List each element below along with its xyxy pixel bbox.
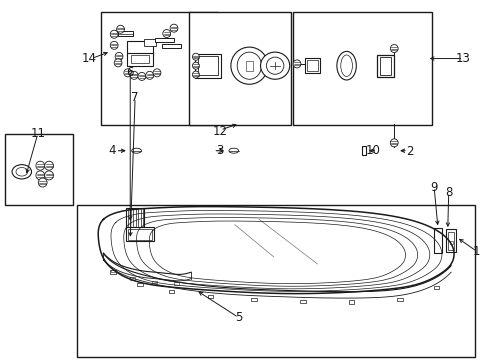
Bar: [152, 280, 157, 283]
Bar: [162, 44, 181, 48]
Bar: [433, 286, 439, 289]
Ellipse shape: [123, 69, 131, 77]
Ellipse shape: [153, 69, 161, 77]
Bar: [396, 298, 402, 301]
Bar: [143, 39, 156, 46]
Ellipse shape: [192, 53, 199, 60]
Bar: [361, 147, 365, 155]
Bar: [5, 134, 73, 205]
Ellipse shape: [115, 53, 122, 60]
Ellipse shape: [260, 52, 289, 79]
Ellipse shape: [266, 57, 284, 74]
Bar: [127, 53, 152, 66]
Bar: [194, 54, 221, 78]
Text: 3: 3: [216, 144, 224, 157]
Bar: [125, 208, 144, 227]
Ellipse shape: [16, 167, 28, 176]
Text: 4: 4: [108, 144, 116, 157]
Ellipse shape: [292, 60, 300, 68]
Ellipse shape: [114, 59, 122, 67]
Ellipse shape: [38, 178, 47, 187]
Bar: [306, 60, 317, 71]
Ellipse shape: [389, 45, 397, 53]
Ellipse shape: [230, 47, 267, 84]
Ellipse shape: [116, 25, 124, 33]
Text: 1: 1: [472, 245, 480, 258]
Bar: [111, 270, 116, 273]
Ellipse shape: [110, 41, 118, 49]
Ellipse shape: [44, 171, 53, 180]
Bar: [446, 229, 455, 252]
Text: 6: 6: [126, 66, 134, 79]
Ellipse shape: [228, 148, 238, 153]
Bar: [126, 41, 153, 55]
Bar: [125, 227, 154, 242]
Bar: [433, 228, 442, 253]
Ellipse shape: [192, 71, 199, 78]
Bar: [101, 12, 217, 125]
Bar: [245, 61, 252, 71]
Ellipse shape: [36, 161, 44, 170]
Bar: [174, 282, 179, 285]
Bar: [168, 290, 174, 293]
Text: 9: 9: [429, 181, 437, 194]
Text: 14: 14: [81, 52, 96, 65]
Bar: [376, 55, 393, 77]
Bar: [188, 12, 290, 125]
Ellipse shape: [163, 30, 170, 37]
Bar: [292, 12, 431, 125]
Bar: [110, 270, 116, 274]
Text: 5: 5: [235, 311, 242, 324]
Bar: [198, 57, 217, 75]
Ellipse shape: [170, 24, 178, 32]
Text: 12: 12: [212, 125, 227, 138]
Ellipse shape: [389, 139, 397, 147]
Ellipse shape: [192, 62, 199, 69]
Text: 13: 13: [455, 52, 470, 65]
Bar: [449, 241, 452, 244]
Bar: [304, 58, 320, 73]
Ellipse shape: [138, 72, 145, 80]
Bar: [118, 31, 132, 36]
Ellipse shape: [110, 30, 118, 38]
Bar: [379, 57, 390, 75]
Bar: [137, 283, 142, 286]
Ellipse shape: [44, 161, 53, 170]
Bar: [207, 295, 213, 298]
Bar: [447, 232, 453, 249]
Bar: [130, 277, 135, 280]
Bar: [77, 205, 474, 357]
Bar: [299, 300, 305, 303]
Ellipse shape: [237, 52, 261, 79]
Ellipse shape: [131, 148, 141, 153]
Ellipse shape: [340, 55, 352, 76]
Text: 11: 11: [30, 127, 45, 140]
Text: 10: 10: [365, 144, 380, 157]
Ellipse shape: [12, 165, 31, 179]
Bar: [128, 229, 151, 240]
Ellipse shape: [130, 71, 138, 79]
Text: 8: 8: [444, 186, 451, 199]
Text: 7: 7: [131, 91, 139, 104]
Bar: [130, 55, 149, 63]
Bar: [251, 298, 257, 301]
Ellipse shape: [36, 171, 44, 180]
Ellipse shape: [336, 51, 356, 80]
Text: 2: 2: [405, 145, 413, 158]
Ellipse shape: [145, 71, 153, 79]
Bar: [154, 38, 174, 42]
Bar: [348, 300, 354, 304]
